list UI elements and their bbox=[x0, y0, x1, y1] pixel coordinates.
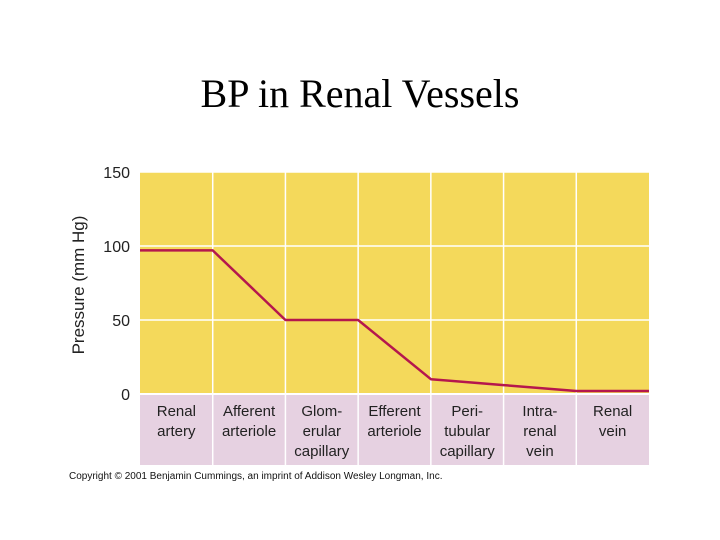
copyright-notice: Copyright © 2001 Benjamin Cummings, an i… bbox=[69, 471, 443, 482]
category-label: Glom-erular capillary bbox=[294, 403, 350, 460]
y-tick-label: 50 bbox=[112, 313, 130, 330]
category-label: Afferent arteriole bbox=[222, 403, 276, 440]
y-tick-label: 150 bbox=[103, 165, 130, 182]
pressure-series-line bbox=[140, 249, 649, 393]
x-axis-categories: Renal artery Afferent arteriole Glom-erular c… bbox=[157, 403, 632, 460]
y-tick-label: 100 bbox=[103, 239, 130, 256]
y-tick-label: 0 bbox=[121, 387, 130, 404]
category-label-background bbox=[140, 394, 649, 465]
plot-background bbox=[140, 172, 649, 394]
category-label: Intra-renal vein bbox=[522, 403, 557, 460]
category-label: Efferent arteriole bbox=[367, 403, 421, 440]
category-label: Renal vein bbox=[593, 403, 632, 440]
slide-title: BP in Renal Vessels bbox=[200, 71, 520, 116]
category-label: Peri-tubular capillary bbox=[440, 403, 496, 460]
grid-lines bbox=[140, 171, 649, 465]
y-axis-title: Pressure (mm Hg) bbox=[69, 216, 88, 355]
category-label: Renal artery bbox=[157, 403, 196, 440]
y-axis-ticks: 0 50 100 150 bbox=[103, 165, 130, 404]
